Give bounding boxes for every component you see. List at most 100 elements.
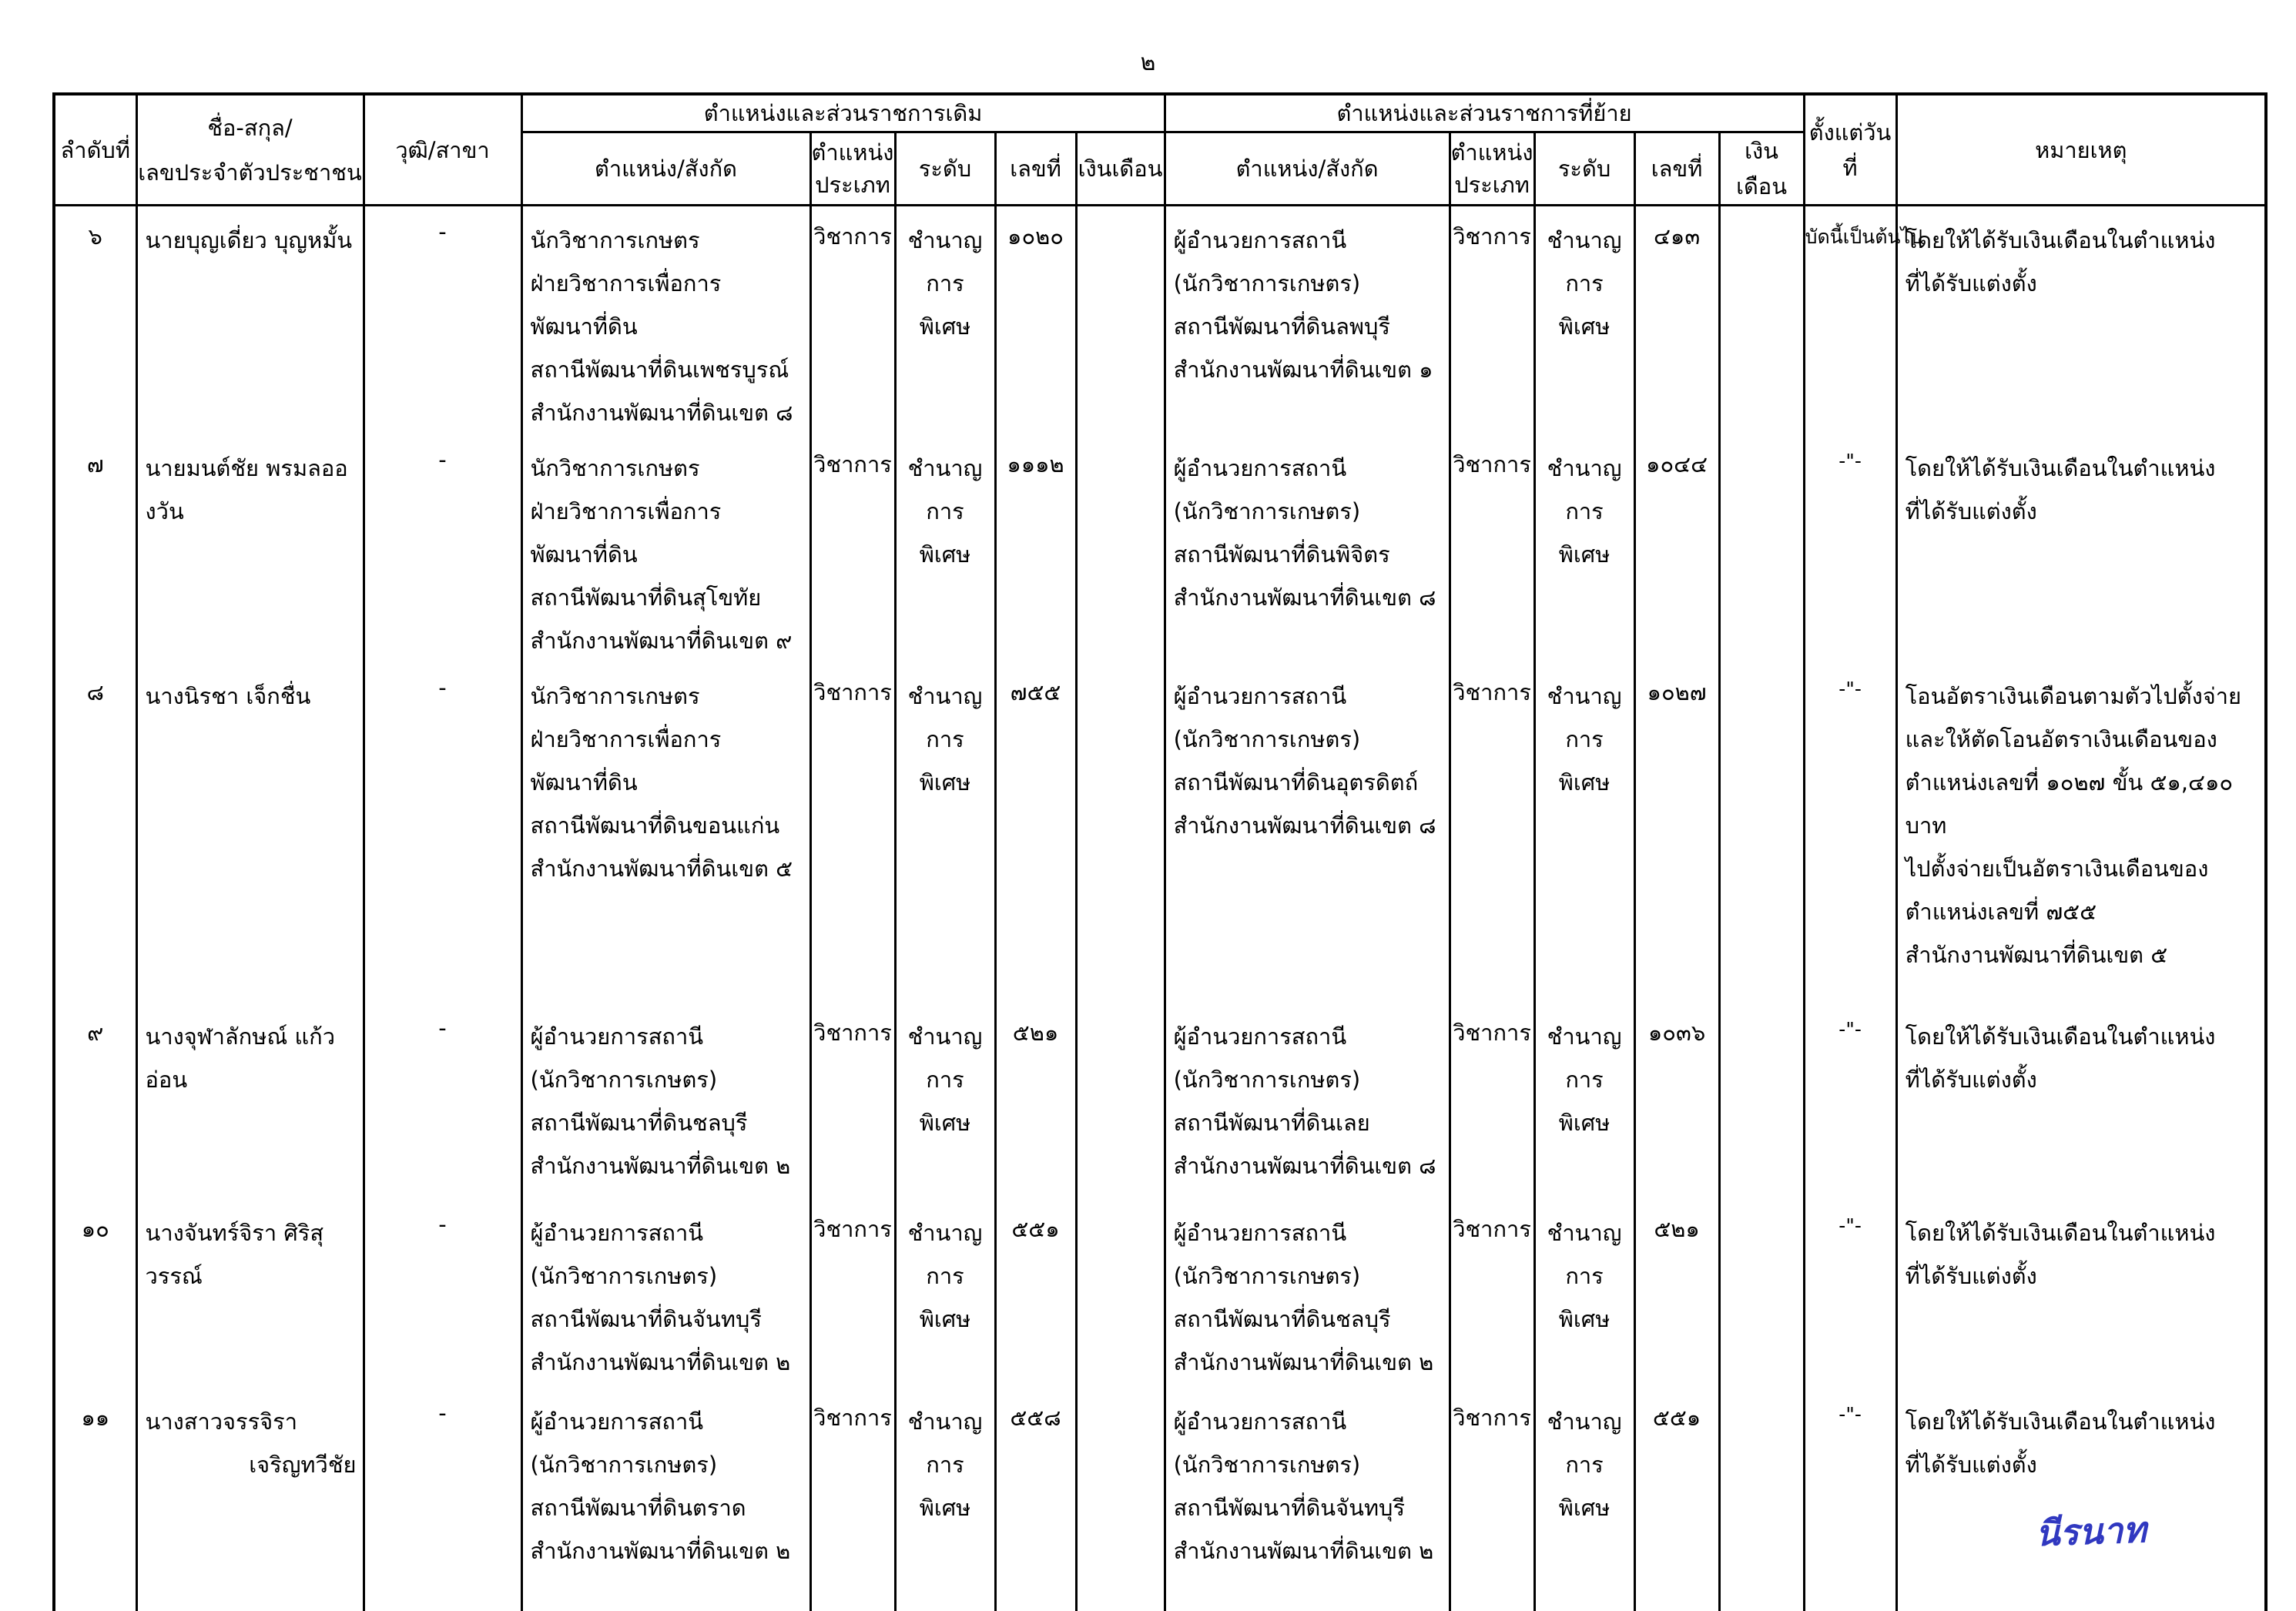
cell-effective-date: -"- — [1804, 1003, 1896, 1199]
cell-effective-date: บัดนี้เป็นต้นไป — [1804, 206, 1896, 435]
cell-new-level: ชำนาญการ พิเศษ — [1534, 1199, 1634, 1388]
cell-remark: โดยให้ได้รับเงินเดือนในตำแหน่ง ที่ได้รับ… — [1896, 434, 2266, 662]
table-header: ลำดับที่ ชื่อ-สกุล/ เลขประจำตัวประชาชน ว… — [54, 94, 2266, 206]
cell-old-salary — [1076, 662, 1165, 1003]
cell-row-number: ๘ — [54, 662, 136, 1003]
new-level-text: ชำนาญการ พิเศษ — [1536, 447, 1634, 576]
name-line-1: นางนิรชา เจ็กชื่น — [146, 675, 358, 718]
cell-old-number: ๕๕๘ — [995, 1388, 1076, 1611]
name-line-2: เจริญทวีชัย — [146, 1443, 358, 1486]
name-line-1: นางจุฬาลักษณ์ แก้วอ่อน — [146, 1015, 358, 1101]
cell-effective-date: -"- — [1804, 1199, 1896, 1388]
cell-qualification: - — [364, 1199, 521, 1388]
old-level-text: ชำนาญการ พิเศษ — [897, 1015, 994, 1144]
cell-remark: โดยให้ได้รับเงินเดือนในตำแหน่ง ที่ได้รับ… — [1896, 206, 2266, 435]
old-level-text: ชำนาญการ พิเศษ — [897, 1400, 994, 1529]
signature-handwriting — [1906, 1318, 2261, 1330]
cell-name: นายมนต์ชัย พรมลอองวัน — [136, 434, 364, 662]
cell-old-level: ชำนาญการ พิเศษ — [895, 1199, 995, 1388]
cell-remark: โอนอัตราเงินเดือนตามตัวไปตั้งจ่าย และให้… — [1896, 662, 2266, 1003]
sub-header-new-level: ระดับ — [1534, 132, 1634, 206]
document-table: ลำดับที่ ชื่อ-สกุล/ เลขประจำตัวประชาชน ว… — [52, 92, 2268, 1611]
cell-new-level: ชำนาญการ พิเศษ — [1534, 206, 1634, 435]
cell-old-position: ผู้อำนวยการสถานี (นักวิชาการเกษตร) สถานี… — [521, 1199, 810, 1388]
table-row: ๘ นางนิรชา เจ็กชื่น - นักวิชาการเกษตร ฝ่… — [54, 662, 2266, 1003]
cell-old-position: ผู้อำนวยการสถานี (นักวิชาการเกษตร) สถานี… — [521, 1388, 810, 1611]
old-position-text: ผู้อำนวยการสถานี (นักวิชาการเกษตร) สถานี… — [531, 1015, 806, 1187]
cell-qualification: - — [364, 1388, 521, 1611]
cell-qualification: - — [364, 206, 521, 435]
new-position-text: ผู้อำนวยการสถานี (นักวิชาการเกษตร) สถานี… — [1174, 675, 1446, 847]
sub-header-old-salary: เงินเดือน — [1076, 132, 1165, 206]
cell-new-type: วิชาการ — [1450, 1199, 1534, 1388]
remark-text: โอนอัตราเงินเดือนตามตัวไปตั้งจ่าย และให้… — [1906, 675, 2262, 976]
sub-header-new-number: เลขที่ — [1634, 132, 1719, 206]
cell-new-position: ผู้อำนวยการสถานี (นักวิชาการเกษตร) สถานี… — [1165, 434, 1450, 662]
new-position-text: ผู้อำนวยการสถานี (นักวิชาการเกษตร) สถานี… — [1174, 1211, 1446, 1384]
col-header-date: ตั้งแต่วันที่ — [1804, 94, 1896, 206]
new-level-text: ชำนาญการ พิเศษ — [1536, 1015, 1634, 1144]
cell-old-position: ผู้อำนวยการสถานี (นักวิชาการเกษตร) สถานี… — [521, 1003, 810, 1199]
sub-header-old-position: ตำแหน่ง/สังกัด — [521, 132, 810, 206]
cell-new-salary — [1719, 1388, 1804, 1611]
cell-row-number: ๖ — [54, 206, 136, 435]
cell-old-type: วิชาการ — [810, 434, 895, 662]
cell-old-salary — [1076, 206, 1165, 435]
table-row: ๙ นางจุฬาลักษณ์ แก้วอ่อน - ผู้อำนวยการสถ… — [54, 1003, 2266, 1199]
table-body: ๖ นายบุญเดี่ยว บุญหมั้น - นักวิชาการเกษต… — [54, 206, 2266, 1611]
cell-new-type: วิชาการ — [1450, 206, 1534, 435]
cell-name: นางนิรชา เจ็กชื่น — [136, 662, 364, 1003]
cell-new-number: ๕๕๑ — [1634, 1388, 1719, 1611]
cell-new-position: ผู้อำนวยการสถานี (นักวิชาการเกษตร) สถานี… — [1165, 1388, 1450, 1611]
col-header-qualification: วุฒิ/สาขา — [364, 94, 521, 206]
cell-new-level: ชำนาญการ พิเศษ — [1534, 1388, 1634, 1611]
remark-text: โดยให้ได้รับเงินเดือนในตำแหน่ง ที่ได้รับ… — [1906, 219, 2262, 305]
col-header-old-group: ตำแหน่งและส่วนราชการเดิม — [521, 94, 1165, 132]
old-position-text: นักวิชาการเกษตร ฝ่ายวิชาการเพื่อการพัฒนา… — [531, 447, 806, 662]
cell-effective-date: -"- — [1804, 1388, 1896, 1611]
new-level-text: ชำนาญการ พิเศษ — [1536, 1400, 1634, 1529]
cell-row-number: ๗ — [54, 434, 136, 662]
col-header-name: ชื่อ-สกุล/ เลขประจำตัวประชาชน — [136, 94, 364, 206]
old-position-text: นักวิชาการเกษตร ฝ่ายวิชาการเพื่อการพัฒนา… — [531, 675, 806, 890]
new-level-text: ชำนาญการ พิเศษ — [1536, 675, 1634, 804]
table-row: ๑๐ นางจันทร์จิรา ศิริสุวรรณ์ - ผู้อำนวยก… — [54, 1199, 2266, 1388]
page-number: ๒ — [0, 45, 2296, 81]
cell-row-number: ๑๑ — [54, 1388, 136, 1611]
cell-old-type: วิชาการ — [810, 206, 895, 435]
cell-name: นางสาวจรรจิรา เจริญทวีชัย — [136, 1388, 364, 1611]
cell-new-number: ๑๐๒๗ — [1634, 662, 1719, 1003]
cell-qualification: - — [364, 1003, 521, 1199]
old-position-text: นักวิชาการเกษตร ฝ่ายวิชาการเพื่อการพัฒนา… — [531, 219, 806, 434]
new-position-text: ผู้อำนวยการสถานี (นักวิชาการเกษตร) สถานี… — [1174, 447, 1446, 619]
sub-header-new-type: ตำแหน่ง ประเภท — [1450, 132, 1534, 206]
cell-new-number: ๑๐๓๖ — [1634, 1003, 1719, 1199]
table-row: ๖ นายบุญเดี่ยว บุญหมั้น - นักวิชาการเกษต… — [54, 206, 2266, 435]
cell-old-level: ชำนาญการ พิเศษ — [895, 1388, 995, 1611]
table-row: ๗ นายมนต์ชัย พรมลอองวัน - นักวิชาการเกษต… — [54, 434, 2266, 662]
old-position-text: ผู้อำนวยการสถานี (นักวิชาการเกษตร) สถานี… — [531, 1211, 806, 1384]
table-row: ๑๑ นางสาวจรรจิรา เจริญทวีชัย - ผู้อำนวยก… — [54, 1388, 2266, 1611]
new-position-text: ผู้อำนวยการสถานี (นักวิชาการเกษตร) สถานี… — [1174, 219, 1446, 391]
cell-qualification: - — [364, 662, 521, 1003]
cell-old-position: นักวิชาการเกษตร ฝ่ายวิชาการเพื่อการพัฒนา… — [521, 206, 810, 435]
cell-new-salary — [1719, 1003, 1804, 1199]
cell-remark: โดยให้ได้รับเงินเดือนในตำแหน่ง ที่ได้รับ… — [1896, 1199, 2266, 1388]
cell-old-number: ๑๐๒๐ — [995, 206, 1076, 435]
remark-text: โดยให้ได้รับเงินเดือนในตำแหน่ง ที่ได้รับ… — [1906, 447, 2262, 533]
col-header-no: ลำดับที่ — [54, 94, 136, 206]
cell-qualification: - — [364, 434, 521, 662]
sub-header-old-number: เลขที่ — [995, 132, 1076, 206]
remark-text: โดยให้ได้รับเงินเดือนในตำแหน่ง ที่ได้รับ… — [1906, 1400, 2262, 1486]
cell-new-type: วิชาการ — [1450, 662, 1534, 1003]
cell-old-salary — [1076, 1003, 1165, 1199]
cell-new-salary — [1719, 434, 1804, 662]
cell-old-level: ชำนาญการ พิเศษ — [895, 1003, 995, 1199]
cell-old-number: ๕๕๑ — [995, 1199, 1076, 1388]
cell-remark: โดยให้ได้รับเงินเดือนในตำแหน่ง ที่ได้รับ… — [1896, 1388, 2266, 1611]
col-header-new-group: ตำแหน่งและส่วนราชการที่ย้าย — [1165, 94, 1804, 132]
old-position-text: ผู้อำนวยการสถานี (นักวิชาการเกษตร) สถานี… — [531, 1400, 806, 1572]
old-level-text: ชำนาญการ พิเศษ — [897, 1211, 994, 1341]
new-position-text: ผู้อำนวยการสถานี (นักวิชาการเกษตร) สถานี… — [1174, 1015, 1446, 1187]
cell-new-salary — [1719, 662, 1804, 1003]
